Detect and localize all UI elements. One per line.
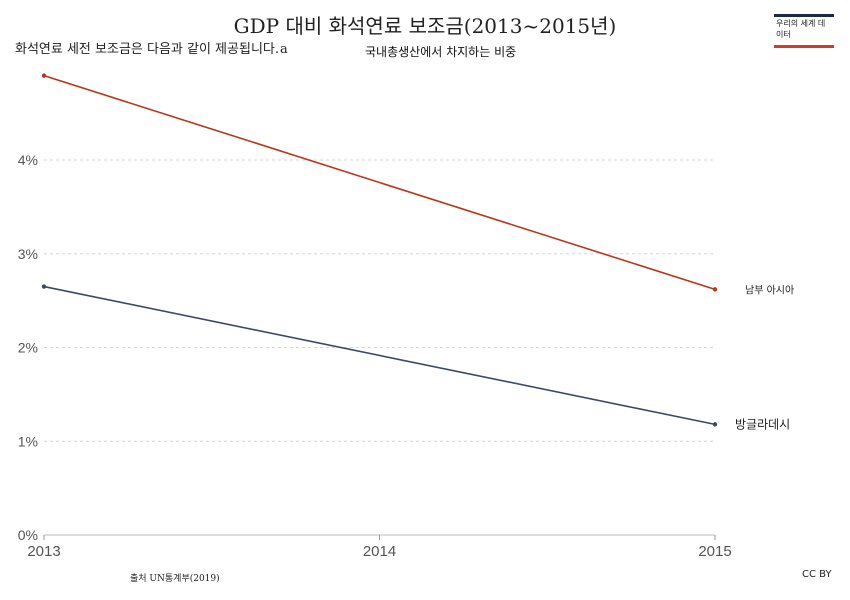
data-point (41, 73, 47, 78)
subtitle-marker: a (280, 42, 288, 57)
chart-subtitle: 화석연료 세전 보조금은 다음과 같이 제공됩니다. a (15, 42, 305, 58)
series-line (43, 74, 716, 291)
subtitle-text: 화석연료 세전 보조금은 다음과 같이 제공됩니다. (15, 42, 279, 57)
source-note: 출처 UN통계부(2019) (130, 574, 220, 584)
y-tick-label: 3% (18, 246, 38, 262)
brand-logo[interactable]: 우리의 세계 데이터 (774, 14, 834, 48)
license-link[interactable]: CC BY (802, 569, 832, 580)
y-tick-label: 1% (18, 433, 38, 449)
chart-annotation: 국내총생산에서 차지하는 비중 (365, 45, 517, 59)
chart-title: GDP 대비 화석연료 보조금(2013~2015년) (233, 14, 617, 38)
y-tick-label: 0% (18, 527, 38, 543)
logo-text: 우리의 세계 데이터 (776, 19, 826, 39)
x-tick-label: 2013 (27, 543, 60, 560)
series-label: 방글라데시 (735, 417, 790, 431)
y-axis: 0% 1% 2% 3% 4% (18, 152, 38, 543)
data-point (41, 284, 47, 289)
x-axis: 2013 2014 2015 (27, 534, 732, 560)
series-label: 남부 아시아 (745, 284, 794, 296)
series-line (43, 285, 716, 426)
y-tick-label: 2% (18, 340, 38, 356)
x-tick-label: 2014 (363, 543, 396, 560)
data-point (712, 287, 718, 292)
grid-lines (44, 159, 715, 442)
x-tick-label: 2015 (698, 543, 731, 560)
y-tick-label: 4% (18, 152, 38, 168)
data-point (712, 422, 718, 427)
